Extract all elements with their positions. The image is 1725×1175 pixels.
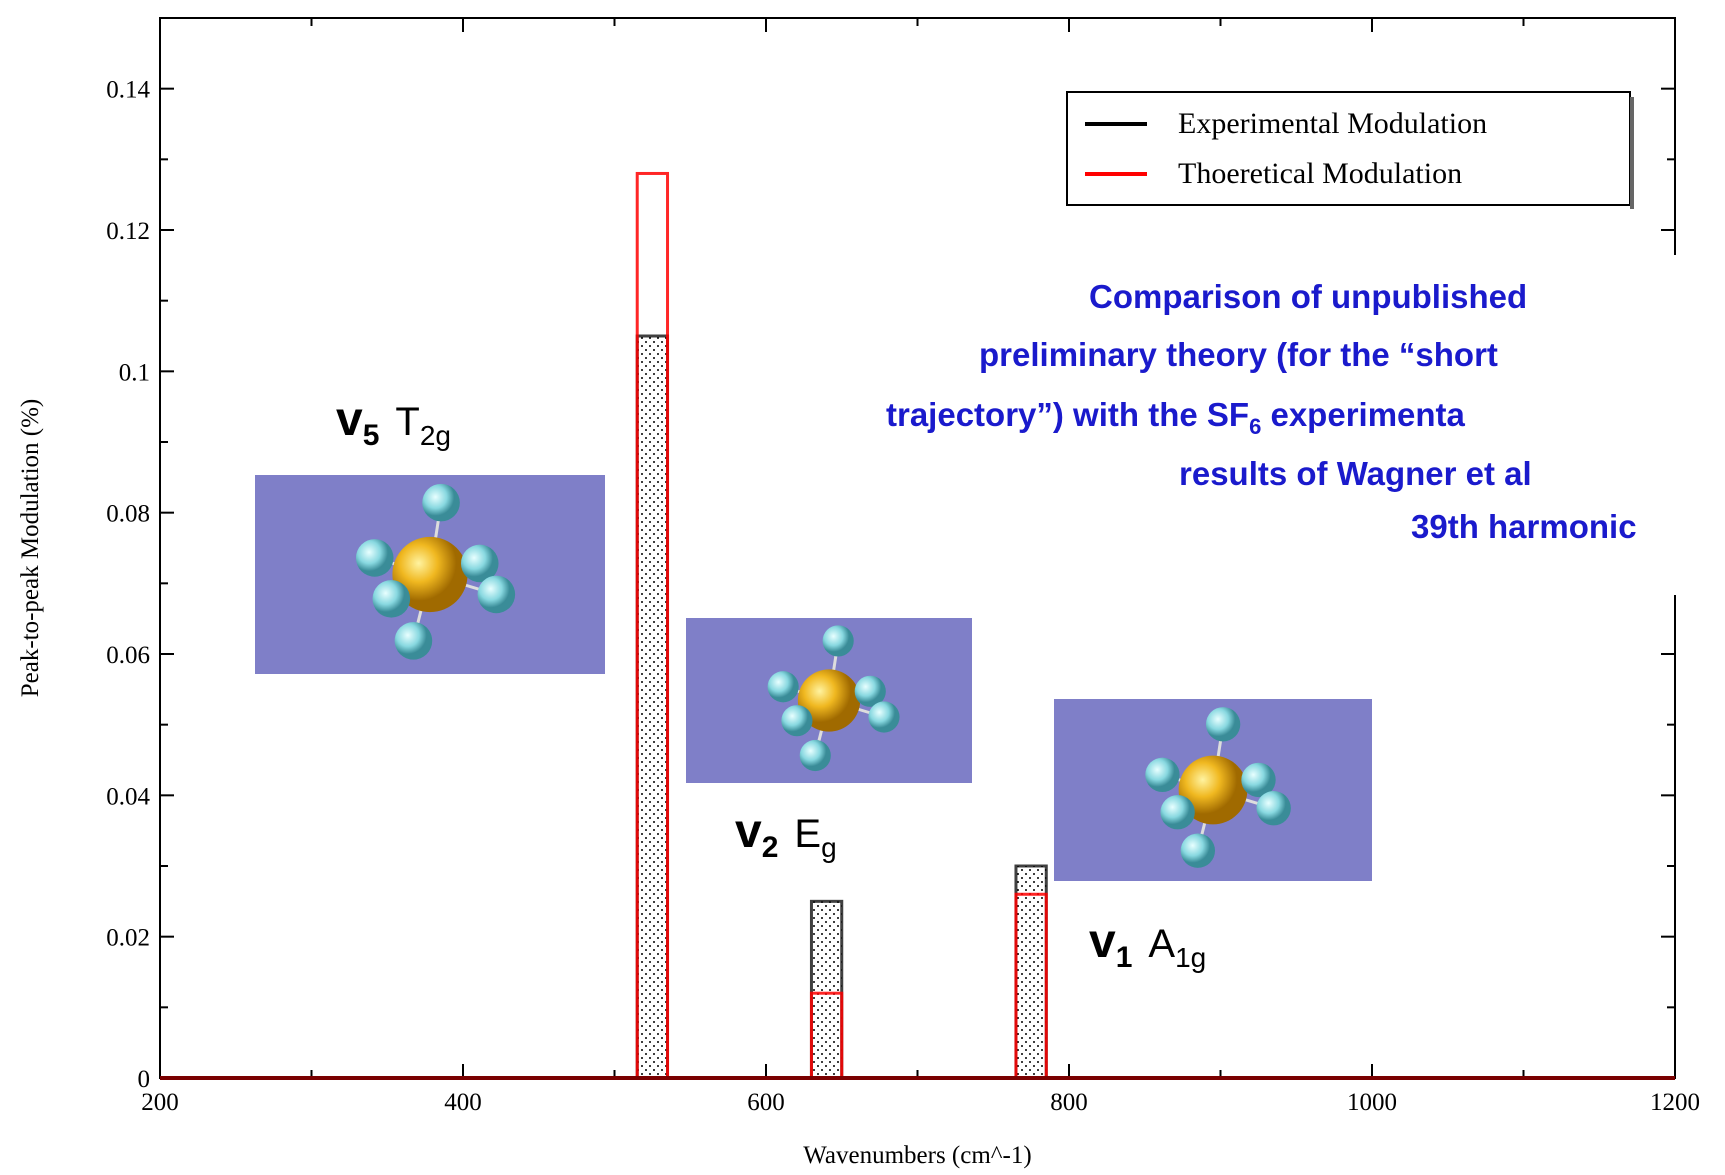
fluorine-atom	[800, 740, 831, 771]
mode-symbol: v	[735, 805, 762, 858]
x-tick-label: 800	[1050, 1089, 1088, 1116]
chart: 200 400 600 800 1000 1200 0 0.02 0.04 0.06 0.08 0.1…	[0, 0, 1725, 1175]
mode-index: 1	[1116, 941, 1133, 974]
fluorine-atom	[823, 625, 854, 656]
annotation-line: 39th harmonic	[1411, 508, 1637, 545]
fluorine-atom	[373, 580, 411, 618]
fluorine-atom	[1256, 791, 1290, 825]
annotation-line: results of Wagner et al	[1179, 455, 1532, 492]
annotation-text: trajectory”) with the SF	[886, 396, 1249, 433]
annotation-text: preliminary theory (for the “short	[979, 336, 1498, 373]
legend-label: Thoeretical Modulation	[1178, 157, 1462, 190]
bar	[1016, 866, 1046, 1078]
x-axis-label: Wavenumbers (cm^-1)	[803, 1142, 1031, 1169]
fluorine-atom	[356, 539, 394, 577]
fluorine-atom	[1145, 758, 1179, 792]
y-tick-label: 0.14	[106, 77, 150, 104]
fluorine-atom	[422, 484, 460, 522]
mode-symmetry-sub: g	[821, 832, 837, 863]
y-tick-label: 0.08	[106, 501, 150, 528]
y-tick-label: 0	[138, 1066, 151, 1093]
mode-symmetry: T	[395, 400, 419, 444]
annotation-text: 6	[1249, 414, 1261, 439]
legend: Experimental Modulation Thoeretical Modul…	[1067, 92, 1634, 209]
mode-symbol: v	[1089, 915, 1116, 968]
mode-index: 2	[762, 831, 779, 864]
mode-symmetry-sub: 1g	[1175, 942, 1206, 973]
x-tick-label: 400	[444, 1089, 482, 1116]
y-axis-label: Peak-to-peak Modulation (%)	[17, 399, 44, 698]
x-tick-label: 1200	[1650, 1089, 1700, 1116]
bar	[811, 901, 841, 1078]
y-tick-label: 0.04	[106, 783, 150, 810]
annotation-line: Comparison of unpublished	[1089, 278, 1527, 315]
annotation-line: preliminary theory (for the “short	[979, 336, 1498, 373]
annotation-text: experimenta	[1261, 396, 1465, 433]
y-tick-label: 0.1	[119, 359, 150, 386]
legend-shadow	[1630, 97, 1634, 209]
fluorine-atom	[1160, 795, 1194, 829]
fluorine-atom	[1206, 707, 1240, 741]
y-tick-label: 0.02	[106, 925, 150, 952]
annotation-text: Comparison of unpublished	[1089, 278, 1527, 315]
y-tick-label: 0.12	[106, 218, 150, 245]
fluorine-atom	[1181, 833, 1215, 867]
x-tick-label: 200	[141, 1089, 179, 1116]
mode-symmetry: E	[794, 812, 821, 856]
fluorine-atom	[768, 671, 799, 702]
fluorine-atom	[868, 701, 899, 732]
fluorine-atom	[395, 622, 433, 660]
fluorine-atom	[781, 705, 812, 736]
bar	[637, 336, 667, 1078]
mode-index: 5	[363, 419, 380, 452]
annotation-text: results of Wagner et al	[1179, 455, 1532, 492]
y-tick-label: 0.06	[106, 642, 150, 669]
fluorine-atom	[478, 576, 516, 614]
legend-label: Experimental Modulation	[1178, 107, 1487, 140]
annotation-line: trajectory”) with the SF6 experimenta	[886, 396, 1466, 439]
mode-symmetry-sub: 2g	[420, 420, 451, 451]
x-tick-label: 600	[747, 1089, 785, 1116]
x-tick-label: 1000	[1347, 1089, 1397, 1116]
mode-symbol: v	[336, 393, 363, 446]
annotation-text: 39th harmonic	[1411, 508, 1637, 545]
mode-symmetry: A	[1148, 922, 1175, 966]
